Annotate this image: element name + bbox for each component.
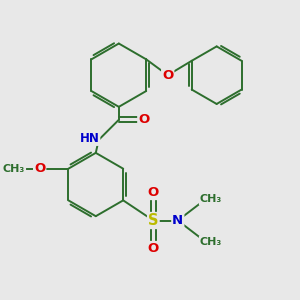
Text: CH₃: CH₃ bbox=[200, 194, 222, 205]
Text: S: S bbox=[148, 213, 159, 228]
Text: O: O bbox=[138, 113, 149, 126]
Text: O: O bbox=[162, 69, 173, 82]
Text: CH₃: CH₃ bbox=[3, 164, 25, 174]
Text: O: O bbox=[34, 162, 45, 175]
Text: CH₃: CH₃ bbox=[200, 236, 222, 247]
Text: HN: HN bbox=[80, 132, 99, 145]
Text: O: O bbox=[148, 242, 159, 255]
Text: O: O bbox=[148, 186, 159, 199]
Text: N: N bbox=[172, 214, 183, 227]
